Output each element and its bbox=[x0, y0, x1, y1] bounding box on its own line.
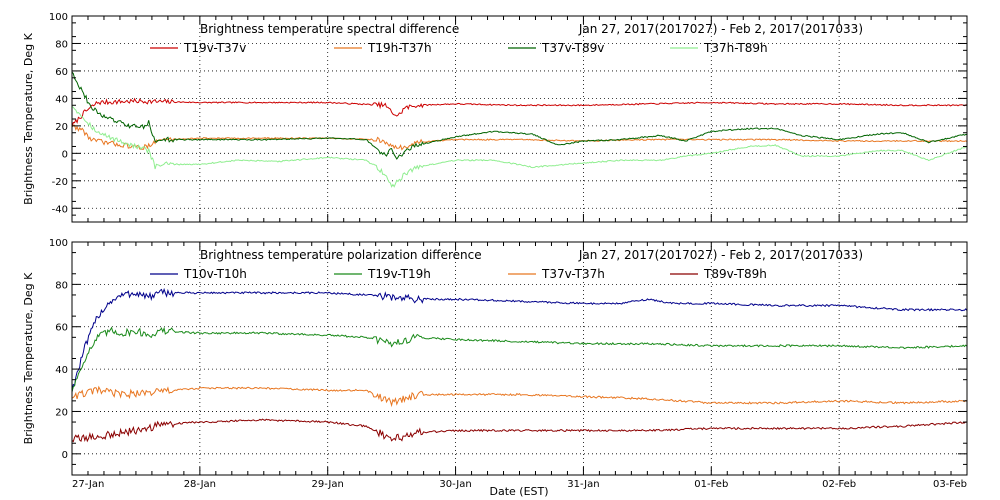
legend-label: T89v-T89h bbox=[703, 267, 767, 281]
legend-label: T37v-T89v bbox=[541, 41, 604, 55]
legend-label: T19v-T37v bbox=[183, 41, 246, 55]
y-tick-label: -40 bbox=[52, 204, 68, 215]
legend-label: T10v-T10h bbox=[183, 267, 247, 281]
y-tick-label: 40 bbox=[55, 365, 68, 376]
series-line-t19v-t19h bbox=[71, 326, 968, 392]
panel-title: Brightness temperature spectral differen… bbox=[200, 22, 459, 36]
legend-label: T19v-T19h bbox=[367, 267, 431, 281]
x-tick-label: 02-Feb bbox=[822, 479, 856, 490]
x-tick-label: 30-Jan bbox=[439, 479, 471, 490]
y-tick-label: 40 bbox=[55, 94, 68, 105]
y-tick-label: 100 bbox=[49, 238, 68, 249]
panel-title: Brightness temperature polarization diff… bbox=[200, 248, 482, 262]
series-line-t37h-t89h bbox=[71, 105, 968, 188]
legend-label: T37v-T37h bbox=[541, 267, 605, 281]
series-line-t19v-t37v bbox=[71, 97, 968, 128]
x-tick-label: 28-Jan bbox=[184, 479, 216, 490]
y-tick-label: 80 bbox=[55, 280, 68, 291]
series-line-t89v-t89h bbox=[71, 418, 968, 443]
y-tick-label: 0 bbox=[62, 149, 68, 160]
legend-label: T37h-T89h bbox=[703, 41, 768, 55]
series-line-t19h-t37h bbox=[71, 124, 968, 151]
y-tick-label: 20 bbox=[55, 122, 68, 133]
series-line-t37v-t89v bbox=[71, 71, 967, 160]
y-tick-label: 60 bbox=[55, 323, 68, 334]
panel-period: Jan 27, 2017(2017027) - Feb 2, 2017(2017… bbox=[578, 22, 863, 36]
series-line-t37v-t37h bbox=[71, 385, 968, 408]
x-tick-label: 29-Jan bbox=[312, 479, 344, 490]
y-tick-label: 100 bbox=[49, 12, 68, 23]
y-axis-title: Brightness Temperature, Deg K bbox=[22, 272, 35, 444]
x-tick-label: 31-Jan bbox=[567, 479, 599, 490]
x-tick-label: 03-Feb bbox=[933, 479, 967, 490]
chart-panel-2: 27-Jan 28-Jan 29-Jan 30-Jan 31-Jan 01-Feb 02-F… bbox=[22, 238, 968, 490]
y-tick-label: 0 bbox=[62, 450, 68, 461]
x-axis-title: Date (EST) bbox=[489, 485, 548, 498]
panel-period: Jan 27, 2017(2017027) - Feb 2, 2017(2017… bbox=[578, 248, 863, 262]
x-tick-label: 27-Jan bbox=[72, 479, 104, 490]
chart-panel-1: -40 -20 0 20 40 60 80 100 Brightness Temperature… bbox=[22, 12, 968, 223]
y-tick-label: -20 bbox=[52, 177, 68, 188]
y-tick-label: 20 bbox=[55, 407, 68, 418]
y-tick-label: 60 bbox=[55, 67, 68, 78]
legend-label: T19h-T37h bbox=[367, 41, 432, 55]
y-axis-title: Brightness Temperature, Deg K bbox=[22, 32, 35, 204]
y-tick-label: 80 bbox=[55, 39, 68, 50]
series-line-t10v-t10h bbox=[71, 287, 968, 392]
x-tick-label: 01-Feb bbox=[694, 479, 728, 490]
